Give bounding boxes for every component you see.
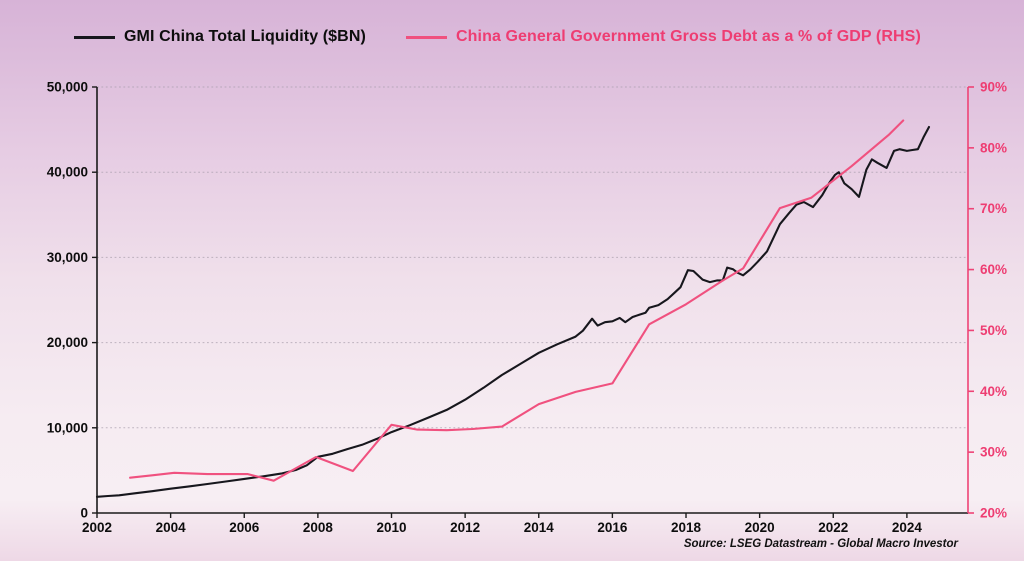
x-axis-tick-label: 2022 bbox=[818, 520, 848, 535]
x-axis-tick-label: 2012 bbox=[450, 520, 480, 535]
x-axis-tick-label: 2002 bbox=[82, 520, 112, 535]
right-axis-tick-label: 30% bbox=[980, 445, 1007, 460]
x-axis-tick-label: 2020 bbox=[745, 520, 775, 535]
debt-series-line bbox=[129, 119, 905, 482]
legend-item-debt: China General Government Gross Debt as a… bbox=[406, 26, 921, 48]
legend-item-liquidity: GMI China Total Liquidity ($BN) bbox=[74, 26, 366, 48]
x-axis-tick-label: 2010 bbox=[376, 520, 406, 535]
x-axis-tick-label: 2014 bbox=[524, 520, 555, 535]
legend-label-debt: China General Government Gross Debt as a… bbox=[456, 28, 921, 45]
debt-line-swatch bbox=[406, 35, 447, 39]
right-axis-tick-label: 20% bbox=[980, 506, 1007, 521]
left-axis-tick-label: 30,000 bbox=[47, 250, 88, 265]
right-axis-tick-label: 70% bbox=[980, 201, 1007, 216]
right-axis-tick-label: 90% bbox=[980, 80, 1007, 95]
x-axis-tick-label: 2004 bbox=[156, 520, 187, 535]
x-axis-tick-label: 2016 bbox=[597, 520, 628, 535]
right-axis-tick-label: 80% bbox=[980, 140, 1007, 155]
x-axis-tick-label: 2006 bbox=[229, 520, 260, 535]
liquidity-line-swatch bbox=[74, 35, 115, 39]
left-axis-tick-label: 50,000 bbox=[47, 80, 88, 95]
left-axis-tick-label: 10,000 bbox=[47, 420, 88, 435]
left-axis-tick-label: 20,000 bbox=[47, 335, 88, 350]
left-axis-tick-label: 0 bbox=[80, 506, 88, 521]
right-axis-tick-label: 50% bbox=[980, 323, 1007, 338]
left-axis-tick-label: 40,000 bbox=[47, 165, 88, 180]
right-axis-tick-label: 60% bbox=[980, 262, 1007, 277]
x-axis-tick-label: 2018 bbox=[671, 520, 702, 535]
x-axis-tick-label: 2024 bbox=[892, 520, 923, 535]
x-axis-tick-label: 2008 bbox=[303, 520, 334, 535]
legend-label-liquidity: GMI China Total Liquidity ($BN) bbox=[124, 28, 366, 45]
right-axis-tick-label: 40% bbox=[980, 384, 1007, 399]
liquidity-series-line bbox=[95, 125, 931, 498]
source-credit: Source: LSEG Datastream - Global Macro I… bbox=[683, 538, 958, 550]
